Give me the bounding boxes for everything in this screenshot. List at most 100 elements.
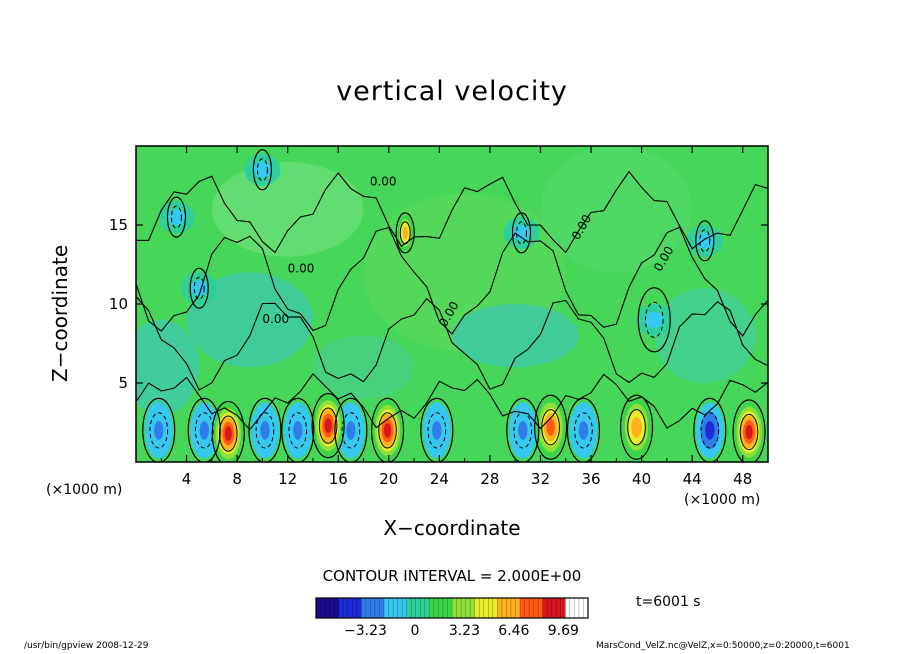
contour-ring-inner <box>700 412 720 449</box>
downdraft-core <box>518 421 528 440</box>
colorbar-swatch <box>497 598 521 618</box>
contour-ring-inner <box>194 412 214 449</box>
x-tick-label: 16 <box>329 470 348 488</box>
contour-ring <box>248 397 282 462</box>
contour-label: 0.00 <box>370 175 397 189</box>
colorbar-label: 6.46 <box>498 623 529 639</box>
contour-ring <box>732 399 766 462</box>
x-tick-label: 44 <box>683 470 702 488</box>
colorbar-swatch <box>520 598 544 618</box>
colorbar-swatch <box>361 598 385 618</box>
updraft-core <box>631 416 642 438</box>
colorbar-swatch <box>542 598 566 618</box>
downdraft-core <box>253 161 272 178</box>
downdraft-core <box>293 421 303 440</box>
colorbar-swatch <box>384 598 408 618</box>
updraft-core <box>383 423 392 438</box>
x-axis-label-text: X−coordinate <box>383 516 521 540</box>
contour-ring <box>420 397 454 462</box>
downdraft-core <box>432 421 442 440</box>
x-tick-label: 4 <box>182 470 192 488</box>
contour-ring-inner <box>255 412 275 449</box>
x-tick-label: 20 <box>379 470 398 488</box>
colorbar-label: 9.69 <box>548 623 579 639</box>
footer-right: MarsCond_VelZ.nc@VelZ,x=0:50000,z=0:2000… <box>596 641 850 651</box>
colorbar-swatch <box>565 598 589 618</box>
y-tick-label: 15 <box>109 216 128 234</box>
contour-ring-inner <box>699 229 711 253</box>
updraft-core <box>324 418 332 433</box>
contour-ring <box>637 287 671 353</box>
contour-interval: CONTOUR INTERVAL = 2.000E+00 <box>322 567 582 585</box>
field-patch <box>186 272 313 368</box>
y-axis-label: Z−coordinate <box>48 244 72 382</box>
contour-ring-inner <box>739 413 759 451</box>
contour-label: 0.00 <box>288 261 315 275</box>
x-tick-label: 48 <box>733 470 752 488</box>
contour-ring <box>506 397 540 462</box>
contour-ring <box>695 220 715 262</box>
downdraft-core <box>199 421 209 440</box>
downdraft-core <box>154 421 164 440</box>
colorbar-swatch <box>474 598 498 618</box>
y-tick-label: 5 <box>118 374 128 392</box>
contour-ring-inner <box>256 158 268 182</box>
zero-contour <box>136 226 768 337</box>
contour-ring <box>189 267 209 309</box>
contour-ring-inner <box>318 407 338 444</box>
contour-ring <box>566 397 601 462</box>
x-tick-label: 32 <box>531 470 550 488</box>
x-tick-label: 12 <box>278 470 297 488</box>
colorbar-label: 0 <box>410 623 419 639</box>
colorbar-swatch <box>452 598 476 618</box>
contour-ring-inner <box>149 412 169 449</box>
contour-ring-inner <box>193 276 205 300</box>
x-unit-right: (×1000 m) <box>684 492 761 508</box>
contour-ring <box>334 397 368 462</box>
colorbar-swatch <box>316 598 340 618</box>
colorbar-swatch <box>429 598 453 618</box>
downdraft-core <box>346 421 356 440</box>
x-tick-label: 40 <box>632 470 651 488</box>
footer-left: /usr/bin/gpview 2008-12-29 <box>24 641 149 651</box>
x-tick-label: 8 <box>232 470 242 488</box>
time-label: t=6001 s <box>636 594 701 610</box>
colorbar: −3.23 0 3.23 6.46 9.69 <box>315 597 589 639</box>
contour-ring <box>252 149 272 191</box>
x-axis: 4 8 12 16 20 24 28 32 36 40 44 48 <box>160 146 752 488</box>
colorbar-label: −3.23 <box>344 623 387 639</box>
field-patch <box>540 146 693 273</box>
zero-contour <box>136 170 768 254</box>
contour-ring-inner <box>378 412 397 449</box>
x-axis-label: X−coordinate <box>0 516 904 540</box>
contour-label: 0.00 <box>262 312 289 326</box>
contour-ring <box>370 397 405 462</box>
contour-ring <box>511 212 532 254</box>
x-tick-label: 28 <box>480 470 499 488</box>
contour-ring <box>619 394 654 460</box>
contour-ring <box>311 393 345 459</box>
updraft-core <box>546 418 555 436</box>
y-tick-label: 10 <box>109 295 128 313</box>
chart-title: vertical velocity <box>336 76 568 107</box>
downdraft-core <box>167 209 186 226</box>
contour-ring <box>142 397 176 462</box>
contour-ring <box>533 394 568 460</box>
contour-ring <box>281 397 315 462</box>
downdraft-core <box>578 421 589 440</box>
x-tick-label: 36 <box>581 470 600 488</box>
updraft-core <box>224 426 232 441</box>
field-patch <box>211 161 364 257</box>
contour-ring <box>693 397 727 462</box>
contour-ring-inner <box>427 412 447 449</box>
contour-ring <box>187 397 221 462</box>
colorbar-swatch <box>406 598 430 618</box>
contour-ring <box>395 212 415 254</box>
y-axis: 5 10 15 <box>109 216 768 392</box>
contour-ring-inner <box>170 205 182 229</box>
colorbar-frame <box>315 597 589 619</box>
downdraft-core <box>705 421 715 440</box>
contour-ring-inner <box>644 301 664 338</box>
contour-ring <box>166 196 187 238</box>
